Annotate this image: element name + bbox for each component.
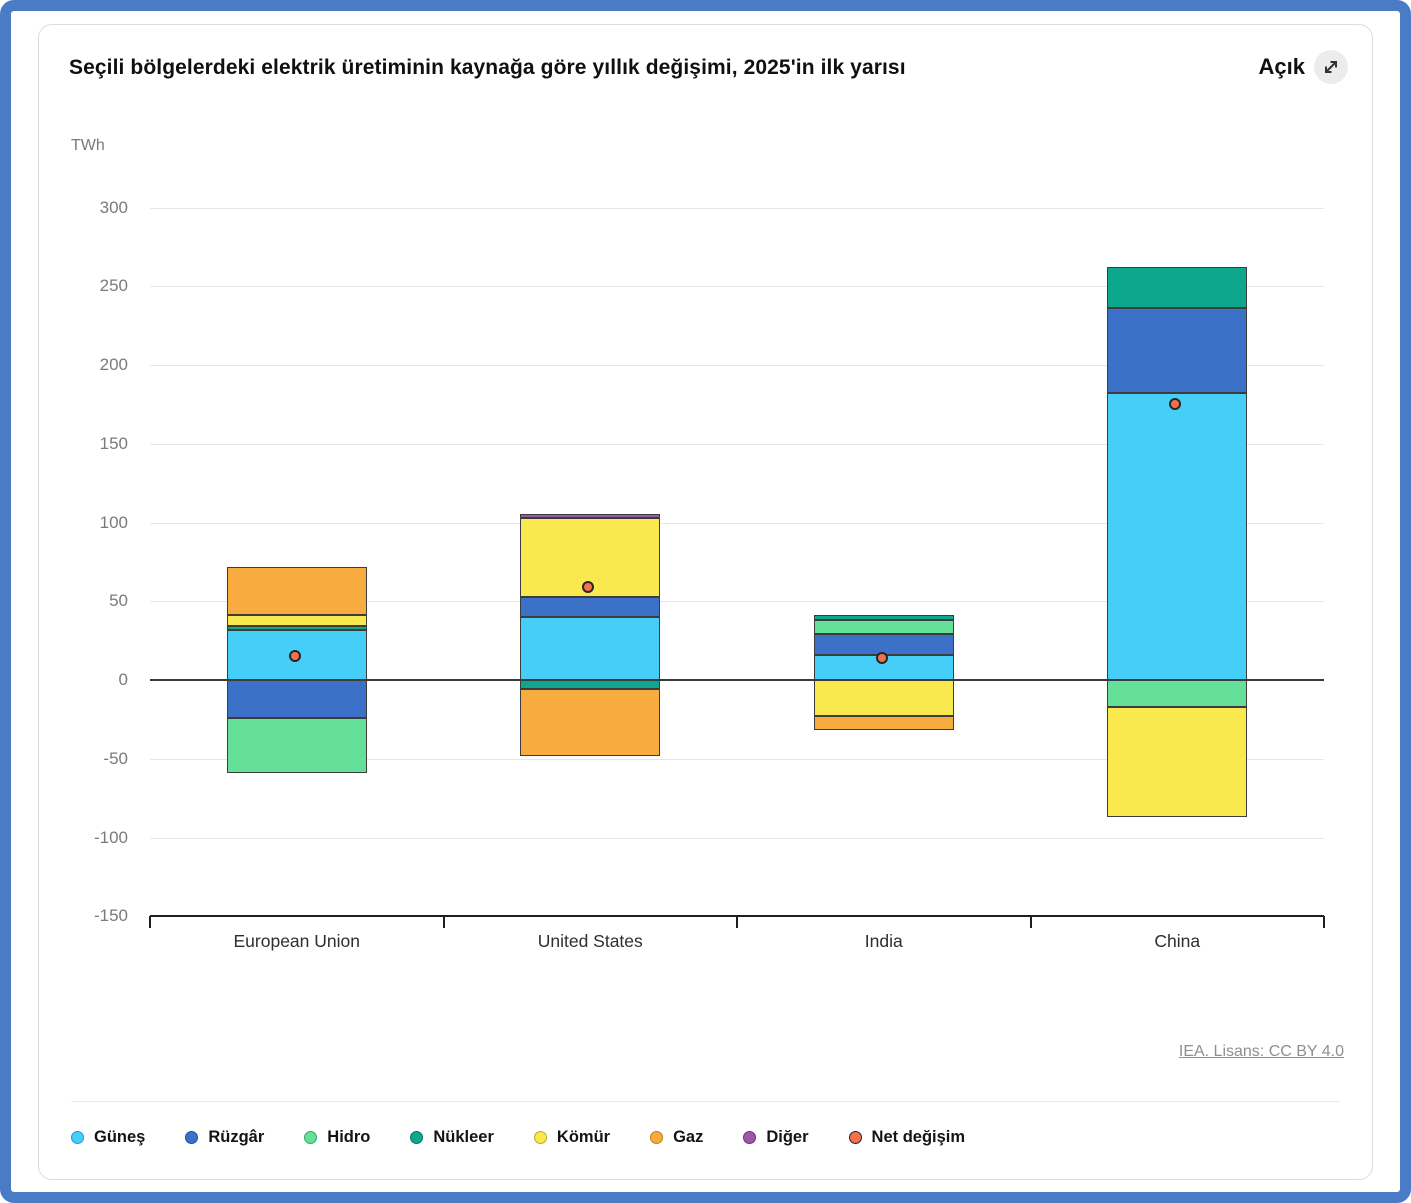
legend-item-ruzgar[interactable]: Rüzgâr (185, 1128, 264, 1147)
legend-swatch-gaz (650, 1131, 664, 1144)
bar-segment-gaz[interactable] (520, 689, 661, 756)
zero-line (150, 679, 1324, 681)
gridline (150, 601, 1324, 603)
y-tick-label: 250 (99, 276, 128, 296)
net-change-dot[interactable] (582, 580, 595, 593)
legend-item-hidro[interactable]: Hidro (304, 1128, 370, 1147)
net-change-dot[interactable] (288, 649, 301, 662)
x-category-label: China (1154, 931, 1201, 952)
net-change-dot[interactable] (875, 651, 888, 664)
y-axis-unit-label: TWh (71, 137, 105, 154)
gridline (150, 522, 1324, 524)
legend-swatch-ruzgar (185, 1131, 199, 1144)
legend-divider (71, 1101, 1340, 1102)
bar-segment-gunes[interactable] (520, 617, 661, 680)
net-change-dot[interactable] (1169, 397, 1182, 410)
legend: Güneş Rüzgâr Hidro Nükleer Kömür Gaz Diğer Net … (71, 1128, 965, 1147)
y-tick-label: 300 (99, 197, 128, 217)
legend-label-komur: Kömür (556, 1128, 611, 1146)
legend-item-diger[interactable]: Diğer (743, 1128, 809, 1147)
bar-segment-nukleer[interactable] (520, 680, 661, 690)
gridline (150, 207, 1324, 209)
legend-swatch-diger (743, 1131, 757, 1144)
legend-swatch-gunes (71, 1131, 84, 1144)
legend-item-net-degisim[interactable]: Net değişim (848, 1128, 966, 1147)
bar-segment-hidro[interactable] (1107, 680, 1248, 707)
x-axis-tick (442, 916, 445, 929)
y-tick-label: 100 (99, 512, 128, 532)
legend-item-gaz[interactable]: Gaz (650, 1128, 703, 1147)
legend-label-hidro: Hidro (327, 1128, 371, 1146)
bar-segment-komur[interactable] (1107, 706, 1248, 818)
y-tick-label: 200 (99, 355, 128, 374)
bar-segment-gunes[interactable] (1107, 393, 1248, 680)
x-axis-tick (1029, 916, 1032, 929)
chart-area: 300 250 200 150 100 50 0 -50 -100 -150 European Un… (39, 25, 1372, 1179)
iea-license-link[interactable]: IEA. Lisans: CC BY 4.0 (1178, 1043, 1344, 1060)
legend-swatch-nukleer (410, 1131, 424, 1144)
open-button-label: Açık (1258, 54, 1305, 79)
legend-label-ruzgar: Rüzgâr (208, 1128, 265, 1146)
legend-swatch-net-degisim (848, 1131, 862, 1144)
legend-item-nukleer[interactable]: Nükleer (410, 1128, 494, 1147)
x-axis-tick (149, 916, 151, 929)
y-tick-label: 150 (99, 433, 128, 453)
x-category-label: European Union (233, 931, 360, 952)
legend-label-gaz: Gaz (673, 1128, 704, 1146)
open-button[interactable]: Açık (1259, 50, 1348, 84)
chart-card: Seçili bölgelerdeki elektrik üretiminin … (38, 24, 1373, 1180)
gridline (150, 443, 1324, 445)
bar-segment-ruzgar[interactable] (520, 596, 661, 617)
gridline (150, 758, 1324, 760)
bar-segment-hidro[interactable] (226, 717, 367, 773)
legend-label-diger: Diğer (766, 1128, 809, 1146)
y-tick-label: -150 (93, 906, 128, 926)
legend-item-komur[interactable]: Kömür (533, 1128, 611, 1147)
x-axis-tick (1323, 916, 1325, 929)
x-category-label: India (864, 931, 903, 952)
y-tick-label: 50 (109, 591, 128, 611)
y-tick-label: -50 (103, 748, 128, 768)
expand-icon[interactable] (1314, 50, 1348, 84)
bar-segment-nukleer[interactable] (226, 626, 367, 630)
y-tick-label: 0 (118, 670, 128, 689)
bar-segment-ruzgar[interactable] (1107, 308, 1248, 394)
bar-segment-komur[interactable] (813, 680, 954, 717)
legend-swatch-komur (533, 1131, 547, 1144)
bar-segment-komur[interactable] (226, 615, 367, 627)
bar-segment-nukleer[interactable] (813, 615, 954, 621)
page-title: Seçili bölgelerdeki elektrik üretiminin … (69, 56, 906, 79)
x-axis-tick (736, 916, 738, 929)
y-tick-label: -100 (93, 827, 128, 847)
bar-segment-ruzgar[interactable] (226, 680, 367, 718)
legend-label-gunes: Güneş (94, 1128, 146, 1146)
legend-swatch-hidro (304, 1131, 318, 1144)
bar-segment-nukleer[interactable] (1107, 267, 1248, 309)
gridline (150, 365, 1324, 366)
gridline (150, 837, 1324, 839)
legend-item-gunes[interactable]: Güneş (71, 1128, 145, 1147)
legend-label-net-degisim: Net değişim (871, 1128, 966, 1146)
legend-label-nukleer: Nükleer (433, 1128, 494, 1146)
gridline (150, 286, 1324, 288)
bar-segment-gaz[interactable] (226, 566, 367, 616)
bar-segment-hidro[interactable] (813, 620, 954, 635)
bar-segment-diger[interactable] (520, 513, 661, 518)
x-category-label: United States (537, 931, 643, 952)
bar-segment-gaz[interactable] (813, 716, 954, 731)
